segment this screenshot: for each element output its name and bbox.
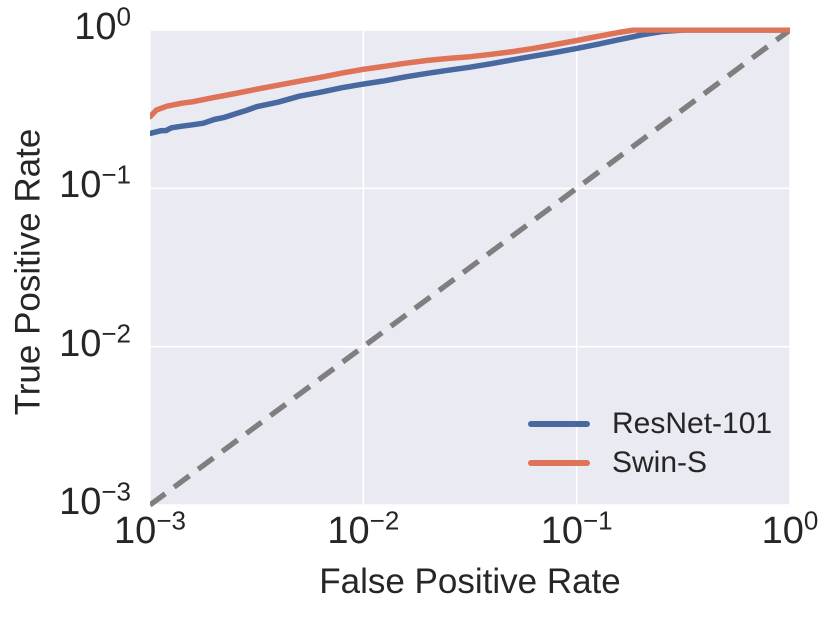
x-axis-label: False Positive Rate (319, 562, 621, 601)
legend-line-swatch (528, 459, 590, 466)
chance-diagonal-line (150, 27, 790, 508)
legend-label: Swin-S (612, 445, 708, 479)
x-tick-label: 100 (761, 505, 819, 552)
y-tick-label: 10−2 (59, 317, 131, 365)
y-tick-label: 10−3 (59, 476, 131, 523)
legend-label: ResNet-101 (612, 406, 773, 440)
x-tick-label: 10−3 (114, 505, 186, 552)
series-line-swin-s (150, 27, 790, 120)
legend-line-swatch (528, 420, 590, 427)
series-line-resnet-101 (150, 27, 790, 137)
y-axis-label: True Positive Rate (8, 128, 48, 416)
y-tick-label: 100 (74, 1, 131, 48)
x-tick-label: 10−1 (540, 505, 613, 552)
legend: ResNet-101 Swin-S (528, 404, 772, 482)
y-tick-label: 10−1 (59, 159, 131, 207)
x-tick-label: 10−2 (327, 505, 400, 552)
legend-item: Swin-S (528, 443, 772, 482)
legend-item: ResNet-101 (528, 404, 772, 443)
